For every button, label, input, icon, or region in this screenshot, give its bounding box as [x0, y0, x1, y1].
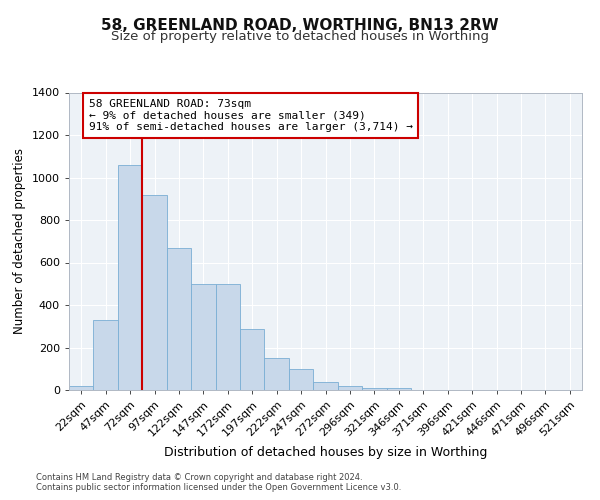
Bar: [338, 386, 362, 390]
Bar: [362, 388, 386, 390]
Bar: [289, 369, 313, 390]
Bar: [118, 165, 142, 390]
Text: 58, GREENLAND ROAD, WORTHING, BN13 2RW: 58, GREENLAND ROAD, WORTHING, BN13 2RW: [101, 18, 499, 32]
Text: Size of property relative to detached houses in Worthing: Size of property relative to detached ho…: [111, 30, 489, 43]
Bar: [240, 330, 265, 390]
X-axis label: Distribution of detached houses by size in Worthing: Distribution of detached houses by size …: [164, 446, 487, 460]
Bar: [191, 284, 215, 390]
Bar: [215, 284, 240, 390]
Bar: [167, 248, 191, 390]
Bar: [142, 194, 167, 390]
Bar: [69, 386, 94, 390]
Text: Contains HM Land Registry data © Crown copyright and database right 2024.
Contai: Contains HM Land Registry data © Crown c…: [36, 472, 401, 492]
Bar: [265, 358, 289, 390]
Bar: [313, 382, 338, 390]
Bar: [386, 388, 411, 390]
Bar: [94, 320, 118, 390]
Text: 58 GREENLAND ROAD: 73sqm
← 9% of detached houses are smaller (349)
91% of semi-d: 58 GREENLAND ROAD: 73sqm ← 9% of detache…: [89, 99, 413, 132]
Y-axis label: Number of detached properties: Number of detached properties: [13, 148, 26, 334]
